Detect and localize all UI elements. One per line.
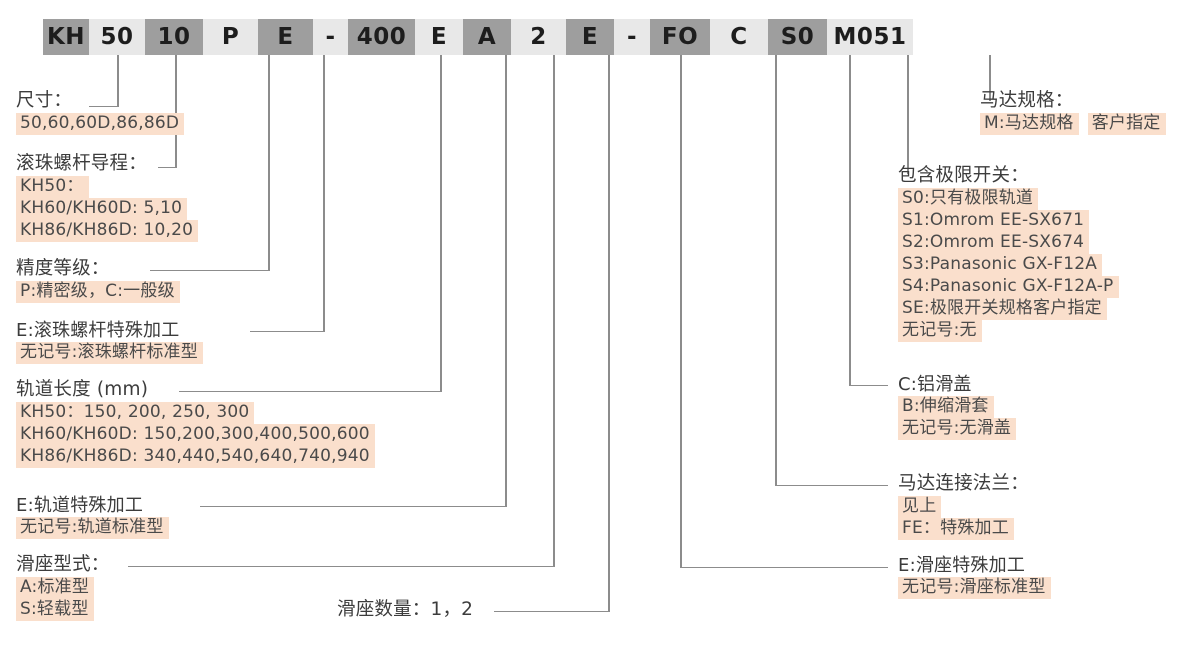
annotation-cover-row-0: B:伸缩滑套 [898,396,994,418]
leader-line-slider-count-v [608,55,610,612]
annotation-slider-count-title: 滑座数量：1，2 [337,599,474,620]
annotation-cover-row-1: 无记号:无滑盖 [898,418,1017,440]
model-segment-8: A [463,19,511,55]
annotation-motor-flange-title: 马达连接法兰： [898,473,1029,494]
model-segment-7: E [415,19,463,55]
annotation-rail-special-title: E:轨道特殊加工 [16,495,144,516]
annotation-size: 尺寸： 50,60,60D,86,86D [16,90,185,135]
annotation-limit-switch-row-5: SE:极限开关规格客户指定 [898,297,1107,320]
annotation-rail-length-row-1: KH60/KH60D: 150,200,300,400,500,600 [16,423,375,446]
model-segment-9: 2 [511,19,566,55]
annotation-limit-switch: 包含极限开关： S0:只有极限轨道 S1:Omrom EE-SX671 S2:O… [898,165,1119,342]
leader-line-size-h [89,105,118,107]
annotation-screw-special: E:滚珠螺杆特殊加工 无记号:滚珠螺杆标准型 [16,322,203,364]
leader-line-cover-v [849,55,851,386]
annotation-screw-special-values: 无记号:滚珠螺杆标准型 [16,342,203,364]
annotation-lead-row-1: KH60/KH60D: 5,10 [16,197,188,220]
annotation-limit-switch-row-2: S2:Omrom EE-SX674 [898,231,1090,254]
annotation-rail-length: 轨道长度 (mm) KH50：150, 200, 250, 300 KH60/K… [16,379,375,468]
model-segment-12: FO [650,19,710,55]
annotation-motor-spec-value-b: 客户指定 [1087,112,1166,135]
model-segment-6: 400 [348,19,415,55]
model-segment-13: C [710,19,768,55]
leader-line-motor-flange-v [775,55,777,486]
leader-line-rail-length-v [440,55,442,392]
model-segment-14: S0 [768,19,827,55]
leader-line-rail-special-h [200,505,506,507]
annotation-ball-screw-lead: 滚珠螺杆导程： KH50： KH60/KH60D: 5,10 KH86/KH86… [16,153,199,242]
annotation-limit-switch-title: 包含极限开关： [898,165,1029,186]
annotation-limit-switch-row-6: 无记号:无 [898,319,982,342]
leader-line-rail-special-v [505,55,507,507]
annotation-motor-flange: 马达连接法兰： 见上 FE：特殊加工 [898,473,1029,540]
annotation-slider-type-title: 滑座型式： [16,554,110,575]
annotation-slider-special: E:滑座特殊加工 无记号:滑座标准型 [898,557,1051,599]
model-segment-10: E [566,19,614,55]
annotation-accuracy-title: 精度等级： [16,258,110,279]
annotation-motor-flange-row-1: FE：特殊加工 [898,517,1014,540]
annotation-limit-switch-row-3: S3:Panasonic GX-F12A [898,253,1103,276]
model-segment-2: 10 [145,19,203,55]
leader-line-rail-length-h [179,390,441,392]
leader-line-accuracy-v [268,55,270,271]
leader-line-slider-special-h [680,566,888,568]
annotation-rail-special-values: 无记号:轨道标准型 [16,517,169,539]
leader-line-slider-count-h [494,610,609,612]
leader-line-cover-h [849,384,888,386]
leader-line-lead-h [158,166,176,168]
leader-line-accuracy-h [150,269,269,271]
leader-line-slider-special-v [680,55,682,568]
annotation-slider-type: 滑座型式： A:标准型 S:轻载型 [16,554,110,621]
annotation-slider-type-row-0: A:标准型 [16,576,95,599]
annotation-motor-spec-title: 马达规格： [980,90,1074,111]
leader-line-slider-type-v [553,55,555,567]
annotation-lead-row-2: KH86/KH86D: 10,20 [16,219,199,242]
model-segment-5: - [313,19,348,55]
annotation-accuracy-grade: 精度等级： P:精密级，C:一般级 [16,258,180,303]
annotation-slider-count: 滑座数量：1，2 [337,599,474,620]
model-segment-11: - [614,19,650,55]
annotation-size-title: 尺寸： [16,90,73,111]
annotation-limit-switch-row-1: S1:Omrom EE-SX671 [898,209,1090,232]
annotation-slider-special-values: 无记号:滑座标准型 [898,577,1051,599]
leader-line-limit-switch-v [907,55,909,174]
annotation-motor-flange-row-0: 见上 [898,495,942,518]
model-segment-15: M051 [827,19,913,55]
annotation-size-values: 50,60,60D,86,86D [16,112,185,135]
leader-line-size-v [117,55,119,107]
annotation-limit-switch-row-0: S0:只有极限轨道 [898,187,1039,210]
annotation-rail-length-row-0: KH50：150, 200, 250, 300 [16,401,255,424]
leader-line-lead-v [175,55,177,168]
leader-line-motor-spec-v [989,55,991,101]
annotation-lead-title: 滚珠螺杆导程： [16,153,147,174]
annotation-rail-special: E:轨道特殊加工 无记号:轨道标准型 [16,497,169,539]
model-number-bar: KH 50 10 P E -400 E A 2 E - FO C S0 M051 [43,19,913,55]
annotation-screw-special-title: E:滚珠螺杆特殊加工 [16,320,180,341]
model-segment-3: P [203,19,258,55]
leader-line-slider-type-h [128,565,554,567]
leader-line-motor-flange-h [775,484,888,486]
annotation-cover: C:铝滑盖 B:伸缩滑套 无记号:无滑盖 [898,374,1017,440]
annotation-limit-switch-row-4: S4:Panasonic GX-F12A-P [898,275,1119,298]
annotation-rail-length-row-2: KH86/KH86D: 340,440,540,640,740,940 [16,445,375,468]
leader-line-screw-special-h [250,330,324,332]
model-segment-0: KH [43,19,89,55]
annotation-rail-length-title: 轨道长度 (mm) [16,379,149,400]
model-segment-1: 50 [89,19,145,55]
annotation-lead-row-0: KH50： [16,175,89,198]
annotation-slider-type-row-1: S:轻载型 [16,598,94,621]
annotation-slider-special-title: E:滑座特殊加工 [898,555,1026,576]
annotation-cover-title: C:铝滑盖 [898,374,972,395]
model-segment-4: E [258,19,313,55]
leader-line-screw-special-v [323,55,325,332]
annotation-motor-spec: 马达规格： M:马达规格 客户指定 [980,90,1166,135]
annotation-motor-spec-value-a: M:马达规格 [980,112,1079,135]
annotation-accuracy-values: P:精密级，C:一般级 [16,280,180,303]
